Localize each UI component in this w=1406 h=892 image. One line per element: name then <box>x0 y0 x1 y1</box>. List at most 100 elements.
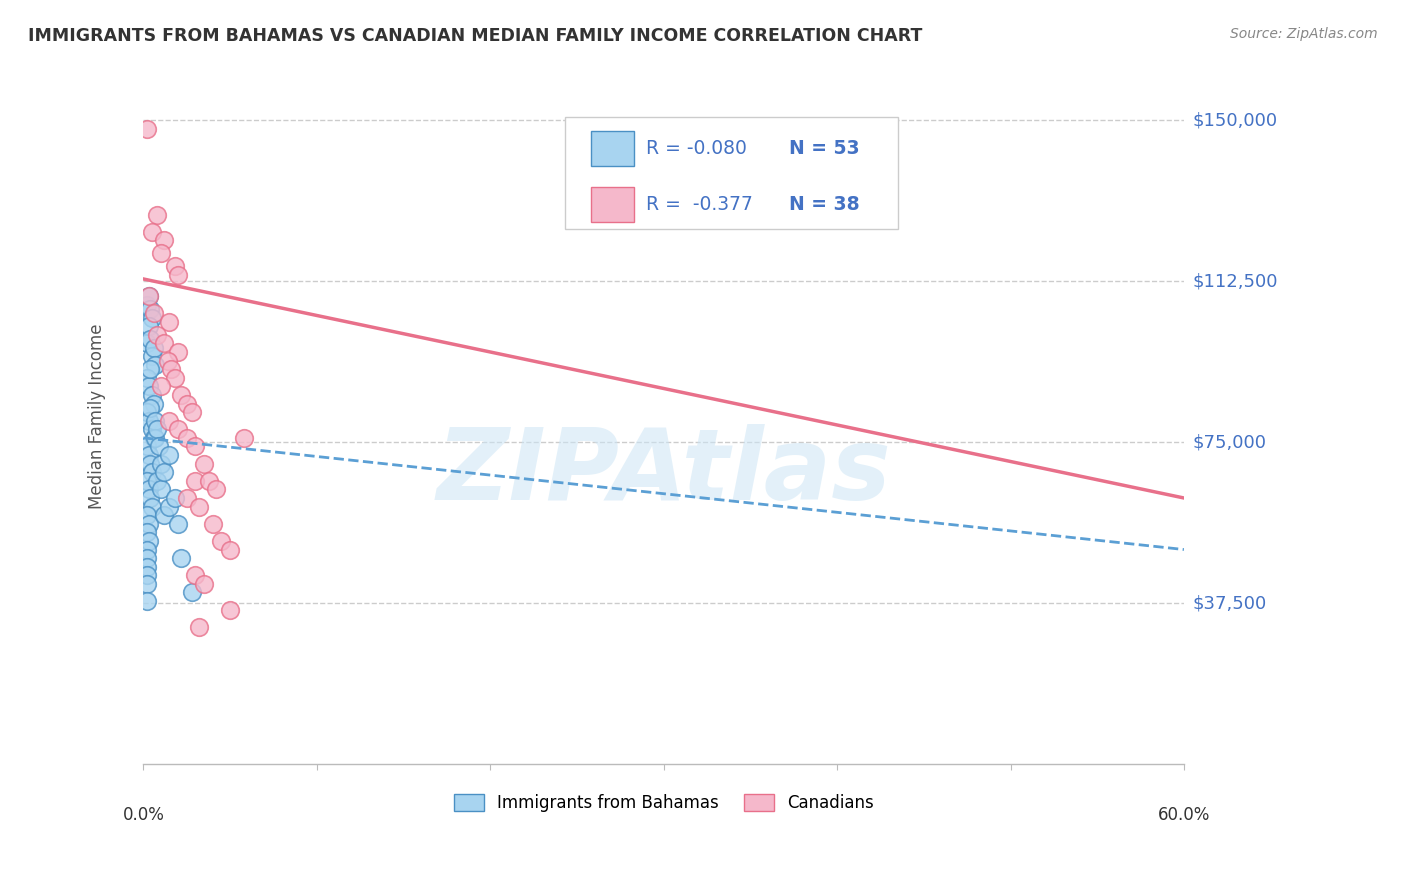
Point <box>148 440 170 454</box>
Point <box>187 620 209 634</box>
Point <box>135 405 157 419</box>
Point <box>153 465 176 479</box>
Point <box>201 516 224 531</box>
Point <box>138 483 160 497</box>
Point <box>184 440 207 454</box>
Point <box>163 259 186 273</box>
Point <box>193 577 215 591</box>
Point <box>157 315 180 329</box>
Text: $150,000: $150,000 <box>1192 112 1278 129</box>
Point <box>141 465 163 479</box>
Text: $112,500: $112,500 <box>1192 272 1278 290</box>
Text: IMMIGRANTS FROM BAHAMAS VS CANADIAN MEDIAN FAMILY INCOME CORRELATION CHART: IMMIGRANTS FROM BAHAMAS VS CANADIAN MEDI… <box>28 27 922 45</box>
Point <box>135 525 157 540</box>
Text: 60.0%: 60.0% <box>1157 806 1211 824</box>
Point <box>149 483 172 497</box>
Point <box>138 289 160 303</box>
FancyBboxPatch shape <box>591 186 634 221</box>
Point <box>141 388 163 402</box>
Text: ZIPAtlas: ZIPAtlas <box>436 424 891 521</box>
Text: Median Family Income: Median Family Income <box>87 324 105 509</box>
Point <box>135 508 157 523</box>
Point <box>153 508 176 523</box>
Point <box>160 362 183 376</box>
Point <box>157 500 180 514</box>
Point <box>219 542 242 557</box>
Point <box>139 401 162 415</box>
Point <box>149 379 172 393</box>
Point <box>135 559 157 574</box>
Point <box>167 345 190 359</box>
Point <box>142 431 165 445</box>
Point <box>139 301 162 316</box>
Point <box>135 594 157 608</box>
Text: N = 38: N = 38 <box>789 194 859 214</box>
Point <box>170 388 193 402</box>
Point <box>138 516 160 531</box>
Point <box>170 551 193 566</box>
Point <box>198 474 221 488</box>
Text: N = 53: N = 53 <box>789 139 859 158</box>
Text: 0.0%: 0.0% <box>122 806 165 824</box>
Point <box>149 246 172 260</box>
Point <box>180 585 202 599</box>
Point <box>184 474 207 488</box>
Point <box>145 431 167 445</box>
Point <box>157 414 180 428</box>
Point <box>232 431 254 445</box>
Point <box>142 341 165 355</box>
Point <box>141 349 163 363</box>
Point <box>139 491 162 505</box>
Point <box>138 448 160 462</box>
Point <box>135 336 157 351</box>
Point <box>141 225 163 239</box>
Text: R = -0.080: R = -0.080 <box>645 139 747 158</box>
Point <box>138 533 160 548</box>
Point <box>156 353 179 368</box>
Point <box>167 516 190 531</box>
Point <box>135 568 157 582</box>
Point <box>135 577 157 591</box>
Point <box>205 483 228 497</box>
Point <box>135 370 157 384</box>
Point <box>141 310 163 325</box>
Point <box>135 474 157 488</box>
Point <box>146 208 169 222</box>
FancyBboxPatch shape <box>591 131 634 166</box>
FancyBboxPatch shape <box>565 117 898 228</box>
Legend: Immigrants from Bahamas, Canadians: Immigrants from Bahamas, Canadians <box>447 787 880 819</box>
Point <box>145 358 167 372</box>
Point <box>138 379 160 393</box>
Point <box>163 370 186 384</box>
Point <box>138 414 160 428</box>
Point <box>141 500 163 514</box>
Point <box>149 457 172 471</box>
Point <box>219 602 242 616</box>
Point <box>146 422 169 436</box>
Point <box>163 491 186 505</box>
Point <box>187 500 209 514</box>
Point <box>146 474 169 488</box>
Point <box>167 268 190 282</box>
Point <box>135 298 157 312</box>
Point <box>139 457 162 471</box>
Point <box>142 306 165 320</box>
Point <box>193 457 215 471</box>
Text: $37,500: $37,500 <box>1192 594 1267 612</box>
Point <box>139 332 162 346</box>
Point <box>184 568 207 582</box>
Point <box>146 327 169 342</box>
Point <box>153 336 176 351</box>
Point <box>157 448 180 462</box>
Point <box>141 422 163 436</box>
Point <box>138 289 160 303</box>
Point <box>138 319 160 334</box>
Text: R =  -0.377: R = -0.377 <box>645 194 752 214</box>
Text: $75,000: $75,000 <box>1192 434 1267 451</box>
Point <box>176 431 198 445</box>
Point <box>139 362 162 376</box>
Point <box>135 542 157 557</box>
Point <box>142 396 165 410</box>
Point <box>167 422 190 436</box>
Point <box>180 405 202 419</box>
